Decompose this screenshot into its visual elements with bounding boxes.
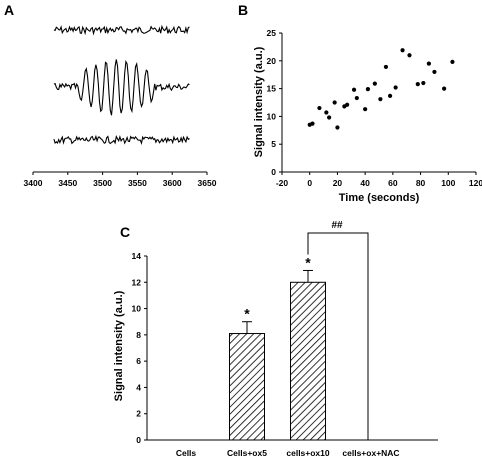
panel-c-y-tick-label: 10 [132, 304, 142, 314]
panel-c-y-tick-label: 12 [132, 277, 142, 287]
scatter-point [442, 86, 447, 91]
panel-c-y-tick-label: 6 [136, 356, 141, 366]
panel-a-x-tick-label: 3500 [93, 178, 112, 188]
panel-c-y-tick-label: 2 [136, 409, 141, 419]
panel-a-x-ticks: 3400 3450 3500 3550 3600 3650 [24, 172, 217, 188]
scatter-point [327, 115, 332, 120]
panel-a-x-tick-label: 3650 [198, 178, 217, 188]
panel-a-x-tick-label: 3450 [58, 178, 77, 188]
panel-c-y-ticks: 0 2 4 6 8 10 12 14 [132, 251, 147, 445]
panel-b-x-tick-label: 100 [441, 178, 455, 188]
epr-trace-1 [53, 24, 190, 36]
panel-c-label: C [120, 224, 130, 240]
scatter-point [317, 105, 322, 111]
panel-b-y-tick-label: 15 [267, 84, 277, 94]
category-label: Cells [176, 448, 197, 458]
category-label: cells+ox10 [286, 448, 330, 458]
panel-c-categories: Cells Cells+ox5 cells+ox10 cells+ox+NAC [176, 448, 400, 458]
bracket-label: ## [331, 220, 343, 231]
epr-spectra [53, 24, 190, 145]
scatter-point [450, 59, 455, 65]
panel-b-x-tick-label: 80 [416, 178, 426, 188]
bar [290, 281, 326, 441]
panel-b-y-tick-label: 20 [267, 56, 277, 66]
scatter-point [378, 97, 383, 102]
scatter-point [365, 87, 371, 92]
panel-b-x-tick-label: 20 [333, 178, 343, 188]
panel-b-y-ticks: 0 5 10 15 20 25 [267, 28, 282, 177]
panel-c-y-title: Signal intensity (a.u.) [113, 290, 125, 401]
category-label: Cells+ox5 [227, 448, 267, 458]
scatter-point [310, 121, 315, 126]
epr-trace-2 [53, 59, 190, 116]
bracket-line [307, 232, 369, 440]
scatter-point [393, 85, 398, 90]
significance-bracket: ## [307, 220, 369, 440]
panel-b-x-tick-label: 40 [360, 178, 370, 188]
panel-c-y-tick-label: 4 [136, 382, 141, 392]
scatter-point [351, 87, 357, 92]
panel-c-y-tick-label: 14 [132, 251, 142, 261]
panel-b-x-tick-label: -20 [276, 178, 289, 188]
panel-b-y-tick-label: 25 [267, 28, 277, 38]
scatter-point [324, 110, 329, 115]
scatter-point [415, 82, 420, 87]
panel-b-label: B [238, 2, 248, 18]
scatter-point [421, 80, 426, 86]
panel-b-x-ticks: -20 0 20 40 60 80 100 120 [276, 172, 482, 188]
scatter-point [400, 48, 405, 53]
scatter-point [426, 61, 431, 66]
scatter-point [332, 100, 337, 105]
bars: ** [229, 254, 326, 441]
panel-a-x-tick-label: 3550 [128, 178, 147, 188]
panel-b-x-tick-label: 60 [388, 178, 398, 188]
scatter-point [335, 125, 340, 130]
panel-b-y-tick-label: 10 [267, 111, 277, 121]
panel-c-y-tick-label: 8 [136, 330, 141, 340]
panel-b-x-tick-label: 120 [469, 178, 482, 188]
scatter-point [363, 107, 368, 112]
panel-a-label: A [4, 2, 14, 18]
scatter-point [372, 81, 377, 86]
panel-a: A 3400 3450 3500 3550 3600 3650 [4, 2, 217, 188]
scatter-point [407, 53, 412, 58]
panel-b-x-title: Time (seconds) [339, 192, 420, 204]
category-label: cells+ox+NAC [342, 448, 399, 458]
scatter-point [345, 102, 350, 107]
panel-a-x-tick-label: 3600 [163, 178, 182, 188]
panel-b-y-tick-label: 0 [271, 167, 276, 177]
epr-trace-3 [53, 134, 190, 145]
scatter-point [354, 95, 359, 101]
scatter-points [307, 48, 455, 130]
significance-marker: * [244, 306, 250, 322]
scatter-point [432, 69, 437, 75]
panel-c-y-tick-label: 0 [136, 435, 141, 445]
scatter-point [383, 64, 389, 70]
panel-b-y-tick-label: 5 [271, 139, 276, 149]
bar [229, 333, 265, 441]
panel-a-x-tick-label: 3400 [24, 178, 43, 188]
scatter-point [387, 93, 393, 98]
panel-b-x-tick-label: 0 [307, 178, 312, 188]
panel-b-y-title: Signal intensity (a.u.) [253, 46, 265, 157]
significance-marker: * [305, 254, 311, 270]
